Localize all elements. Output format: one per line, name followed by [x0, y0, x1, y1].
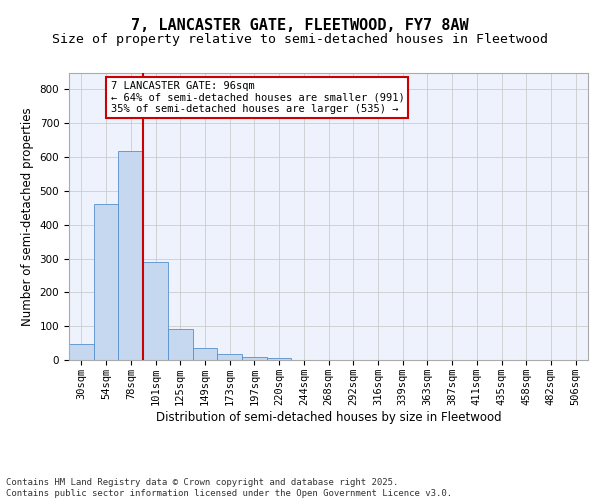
Bar — [118, 152, 143, 360]
Bar — [193, 348, 217, 360]
Bar — [267, 358, 292, 360]
Bar — [69, 344, 94, 360]
Y-axis label: Number of semi-detached properties: Number of semi-detached properties — [21, 107, 34, 326]
X-axis label: Distribution of semi-detached houses by size in Fleetwood: Distribution of semi-detached houses by … — [155, 410, 502, 424]
Bar — [143, 262, 168, 360]
Text: Contains HM Land Registry data © Crown copyright and database right 2025.
Contai: Contains HM Land Registry data © Crown c… — [6, 478, 452, 498]
Bar — [217, 354, 242, 360]
Text: 7, LANCASTER GATE, FLEETWOOD, FY7 8AW: 7, LANCASTER GATE, FLEETWOOD, FY7 8AW — [131, 18, 469, 32]
Bar — [94, 204, 118, 360]
Bar — [242, 356, 267, 360]
Bar — [168, 328, 193, 360]
Text: 7 LANCASTER GATE: 96sqm
← 64% of semi-detached houses are smaller (991)
35% of s: 7 LANCASTER GATE: 96sqm ← 64% of semi-de… — [110, 81, 404, 114]
Text: Size of property relative to semi-detached houses in Fleetwood: Size of property relative to semi-detach… — [52, 32, 548, 46]
